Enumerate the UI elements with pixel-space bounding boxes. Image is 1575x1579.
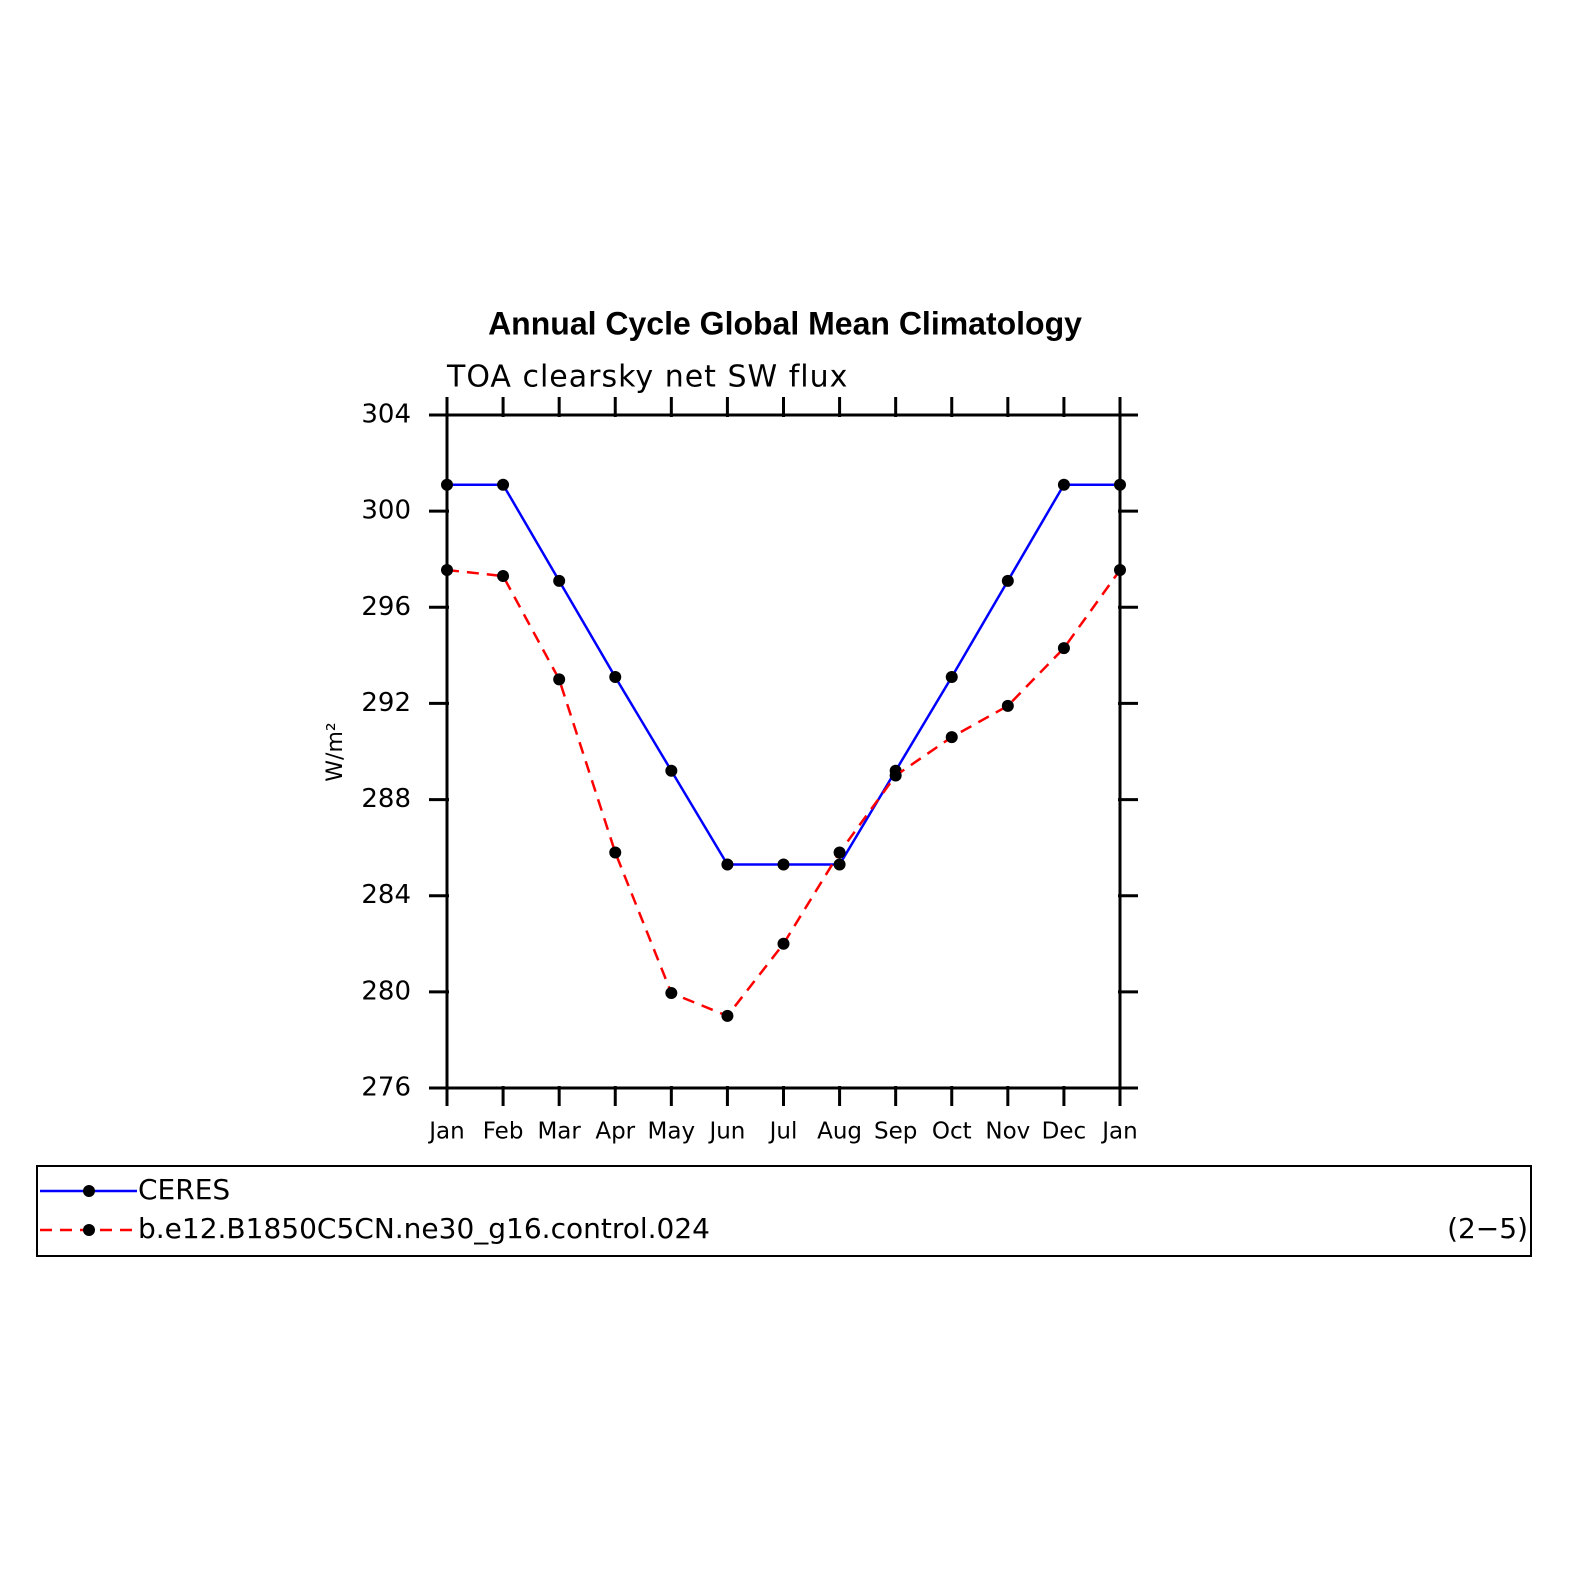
data-point: [721, 858, 734, 871]
x-tick-label: Jan: [1100, 1119, 1137, 1145]
data-point: [945, 731, 958, 744]
x-tick-label: Oct: [932, 1119, 972, 1145]
legend-marker: [83, 1185, 95, 1197]
data-point: [497, 478, 510, 491]
data-point: [497, 570, 510, 583]
data-point: [833, 846, 846, 859]
x-tick-label: Apr: [595, 1119, 635, 1145]
data-point: [665, 764, 678, 777]
y-tick-label: 304: [361, 400, 411, 430]
data-point: [553, 673, 566, 686]
data-point: [1114, 564, 1126, 577]
legend-note: (2−5): [1447, 1212, 1528, 1245]
data-point: [609, 846, 622, 859]
y-tick-label: 276: [361, 1073, 411, 1103]
data-point: [609, 670, 622, 683]
data-point: [721, 1009, 734, 1022]
y-tick-label: 288: [361, 784, 411, 814]
y-tick-label: 296: [361, 592, 411, 622]
legend-label: CERES: [138, 1173, 230, 1206]
legend-box: [36, 1165, 1532, 1257]
legend-label: b.e12.B1850C5CN.ne30_g16.control.024: [138, 1212, 710, 1245]
data-point: [833, 858, 846, 871]
data-point: [441, 478, 453, 491]
data-point: [1057, 642, 1070, 655]
data-point: [553, 574, 566, 587]
data-point: [1057, 478, 1070, 491]
x-tick-label: Jan: [427, 1119, 464, 1145]
data-point: [1001, 574, 1014, 587]
x-tick-label: Jun: [707, 1119, 745, 1145]
data-point: [889, 769, 902, 782]
x-tick-label: Sep: [874, 1119, 917, 1145]
data-point: [1001, 699, 1014, 712]
x-tick-label: Jul: [768, 1119, 798, 1145]
chart-subtitle: TOA clearsky net SW flux: [446, 360, 848, 395]
data-point: [777, 937, 790, 950]
plot-frame: [445, 413, 1122, 1090]
chart-title: Annual Cycle Global Mean Climatology: [488, 305, 1082, 341]
data-point: [945, 670, 958, 683]
x-tick-label: Aug: [817, 1119, 862, 1145]
x-tick-label: Mar: [537, 1119, 581, 1145]
data-point: [665, 987, 678, 1000]
data-point: [1114, 478, 1126, 491]
y-tick-label: 284: [361, 880, 411, 910]
legend-marker: [83, 1224, 95, 1236]
y-axis-label: W/m²: [323, 722, 348, 781]
x-tick-label: Nov: [985, 1119, 1030, 1145]
data-point: [777, 858, 790, 871]
y-tick-label: 280: [361, 976, 411, 1006]
x-tick-label: Feb: [483, 1119, 524, 1145]
y-tick-label: 300: [361, 496, 411, 526]
data-point: [441, 564, 453, 577]
y-tick-label: 292: [361, 688, 411, 718]
x-tick-label: Dec: [1042, 1119, 1087, 1145]
x-tick-label: May: [648, 1119, 696, 1145]
series-line: [447, 483, 1120, 866]
